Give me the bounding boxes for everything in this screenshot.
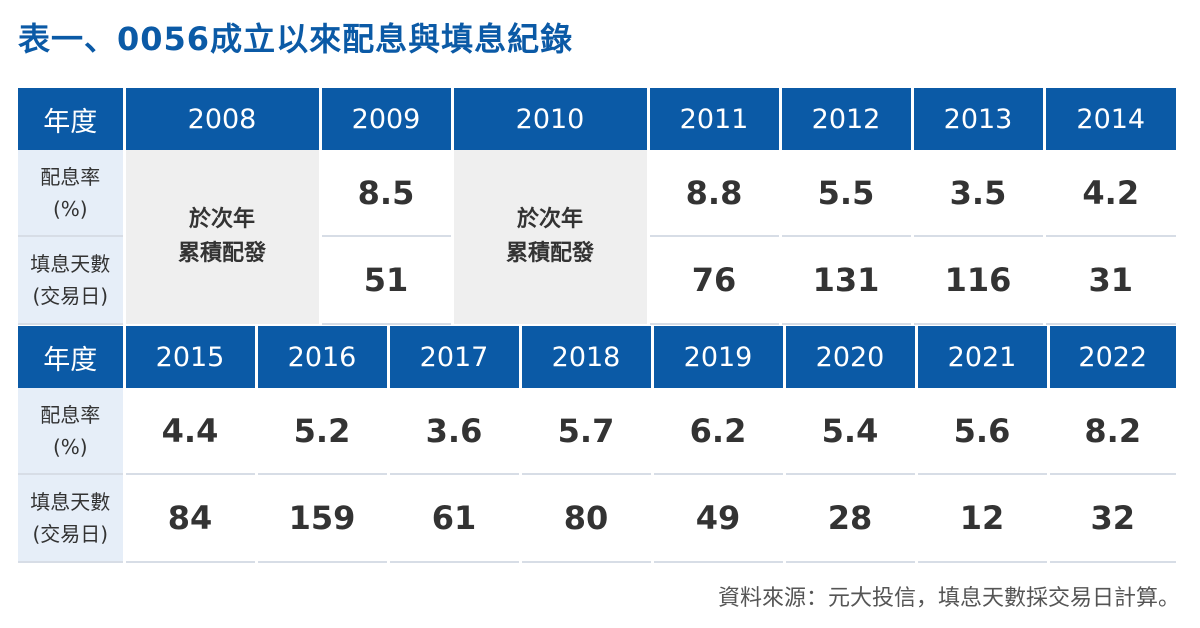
fill-days-value: 31 [1042, 236, 1176, 325]
note-line: 累積配發 [505, 241, 594, 266]
year-cell: 2018 [518, 326, 652, 388]
year-cell: 2020 [782, 326, 916, 388]
year-cell: 2022 [1046, 326, 1176, 388]
year-cell: 2021 [914, 326, 1048, 388]
dividend-rate-value: 8.8 [646, 150, 780, 237]
fill-days-value: 159 [254, 474, 388, 563]
fill-days-label: 填息天數 (交易日) [18, 236, 124, 325]
fill-days-value: 49 [650, 474, 784, 563]
dividend-rate-value: 6.2 [650, 388, 784, 475]
header-row-bottom: 年度 2015 2016 2017 2018 2019 2020 2021 20… [18, 326, 1176, 388]
label-line: (交易日) [32, 284, 109, 308]
label-line: (%) [52, 196, 88, 221]
table-block-2015-2022: 年度 2015 2016 2017 2018 2019 2020 2021 20… [18, 326, 1176, 563]
dividend-rate-value: 4.4 [122, 388, 256, 475]
year-cell: 2019 [650, 326, 784, 388]
year-cell: 2016 [254, 326, 388, 388]
year-cell: 2012 [778, 88, 912, 150]
dividend-table-bottom: 年度 2015 2016 2017 2018 2019 2020 2021 20… [18, 326, 1176, 563]
fill-days-value: 32 [1046, 474, 1176, 563]
note-line: 累積配發 [177, 241, 266, 266]
cumulative-note-cell: 於次年 累積配發 [122, 150, 320, 324]
fill-days-value: 84 [122, 474, 256, 563]
dividend-rate-value: 3.5 [910, 150, 1044, 237]
label-line: 填息天數 [30, 252, 111, 276]
label-line: 配息率 [40, 402, 101, 427]
label-line: (交易日) [32, 522, 109, 546]
table-block-2008-2014: 年度 2008 2009 2010 2011 2012 2013 2014 配息… [18, 88, 1176, 325]
dividend-rate-value: 8.5 [318, 150, 452, 237]
note-line: 於次年 [188, 207, 255, 232]
dividend-rate-value: 5.6 [914, 388, 1048, 475]
dividend-rate-value: 3.6 [386, 388, 520, 475]
year-cell: 2010 [450, 88, 648, 150]
fill-days-row-top: 填息天數 (交易日) 51 76 131 116 31 [18, 236, 1176, 325]
header-row-top: 年度 2008 2009 2010 2011 2012 2013 2014 [18, 88, 1176, 150]
year-cell: 2015 [122, 326, 256, 388]
fill-days-value: 51 [318, 236, 452, 325]
dividend-rate-value: 4.2 [1042, 150, 1176, 237]
fill-days-label: 填息天數 (交易日) [18, 474, 124, 563]
dividend-rate-value: 5.4 [782, 388, 916, 475]
page-title: 表一、0056成立以來配息與填息紀錄 [18, 20, 574, 58]
cumulative-note-cell: 於次年 累積配發 [450, 150, 648, 324]
year-header: 年度 [18, 88, 124, 150]
fill-days-value: 80 [518, 474, 652, 563]
dividend-rate-value: 5.7 [518, 388, 652, 475]
fill-days-row-bottom: 填息天數 (交易日) 84 159 61 80 49 28 12 32 [18, 474, 1176, 563]
year-cell: 2011 [646, 88, 780, 150]
year-cell: 2009 [318, 88, 452, 150]
year-cell: 2014 [1042, 88, 1176, 150]
dividend-rate-value: 5.2 [254, 388, 388, 475]
fill-days-value: 131 [778, 236, 912, 325]
dividend-rate-value: 8.2 [1046, 388, 1176, 475]
dividend-table-top: 年度 2008 2009 2010 2011 2012 2013 2014 配息… [18, 88, 1176, 325]
label-line: (%) [52, 434, 88, 459]
year-cell: 2013 [910, 88, 1044, 150]
dividend-rate-row-top: 配息率 (%) 於次年 累積配發 8.5 於次年 累積配發 8.8 5.5 3.… [18, 150, 1176, 324]
year-cell: 2017 [386, 326, 520, 388]
fill-days-value: 28 [782, 474, 916, 563]
label-line: 配息率 [40, 164, 101, 189]
note-line: 於次年 [516, 207, 583, 232]
year-cell: 2008 [122, 88, 320, 150]
fill-days-value: 116 [910, 236, 1044, 325]
year-header: 年度 [18, 326, 124, 388]
dividend-rate-value: 5.5 [778, 150, 912, 237]
fill-days-value: 76 [646, 236, 780, 325]
fill-days-value: 12 [914, 474, 1048, 563]
label-line: 填息天數 [30, 490, 111, 514]
dividend-rate-label: 配息率 (%) [18, 388, 124, 475]
source-note: 資料來源：元大投信，填息天數採交易日計算。 [717, 586, 1180, 611]
dividend-rate-label: 配息率 (%) [18, 150, 124, 237]
fill-days-value: 61 [386, 474, 520, 563]
dividend-rate-row-bottom: 配息率 (%) 4.4 5.2 3.6 5.7 6.2 5.4 5.6 8.2 [18, 388, 1176, 475]
